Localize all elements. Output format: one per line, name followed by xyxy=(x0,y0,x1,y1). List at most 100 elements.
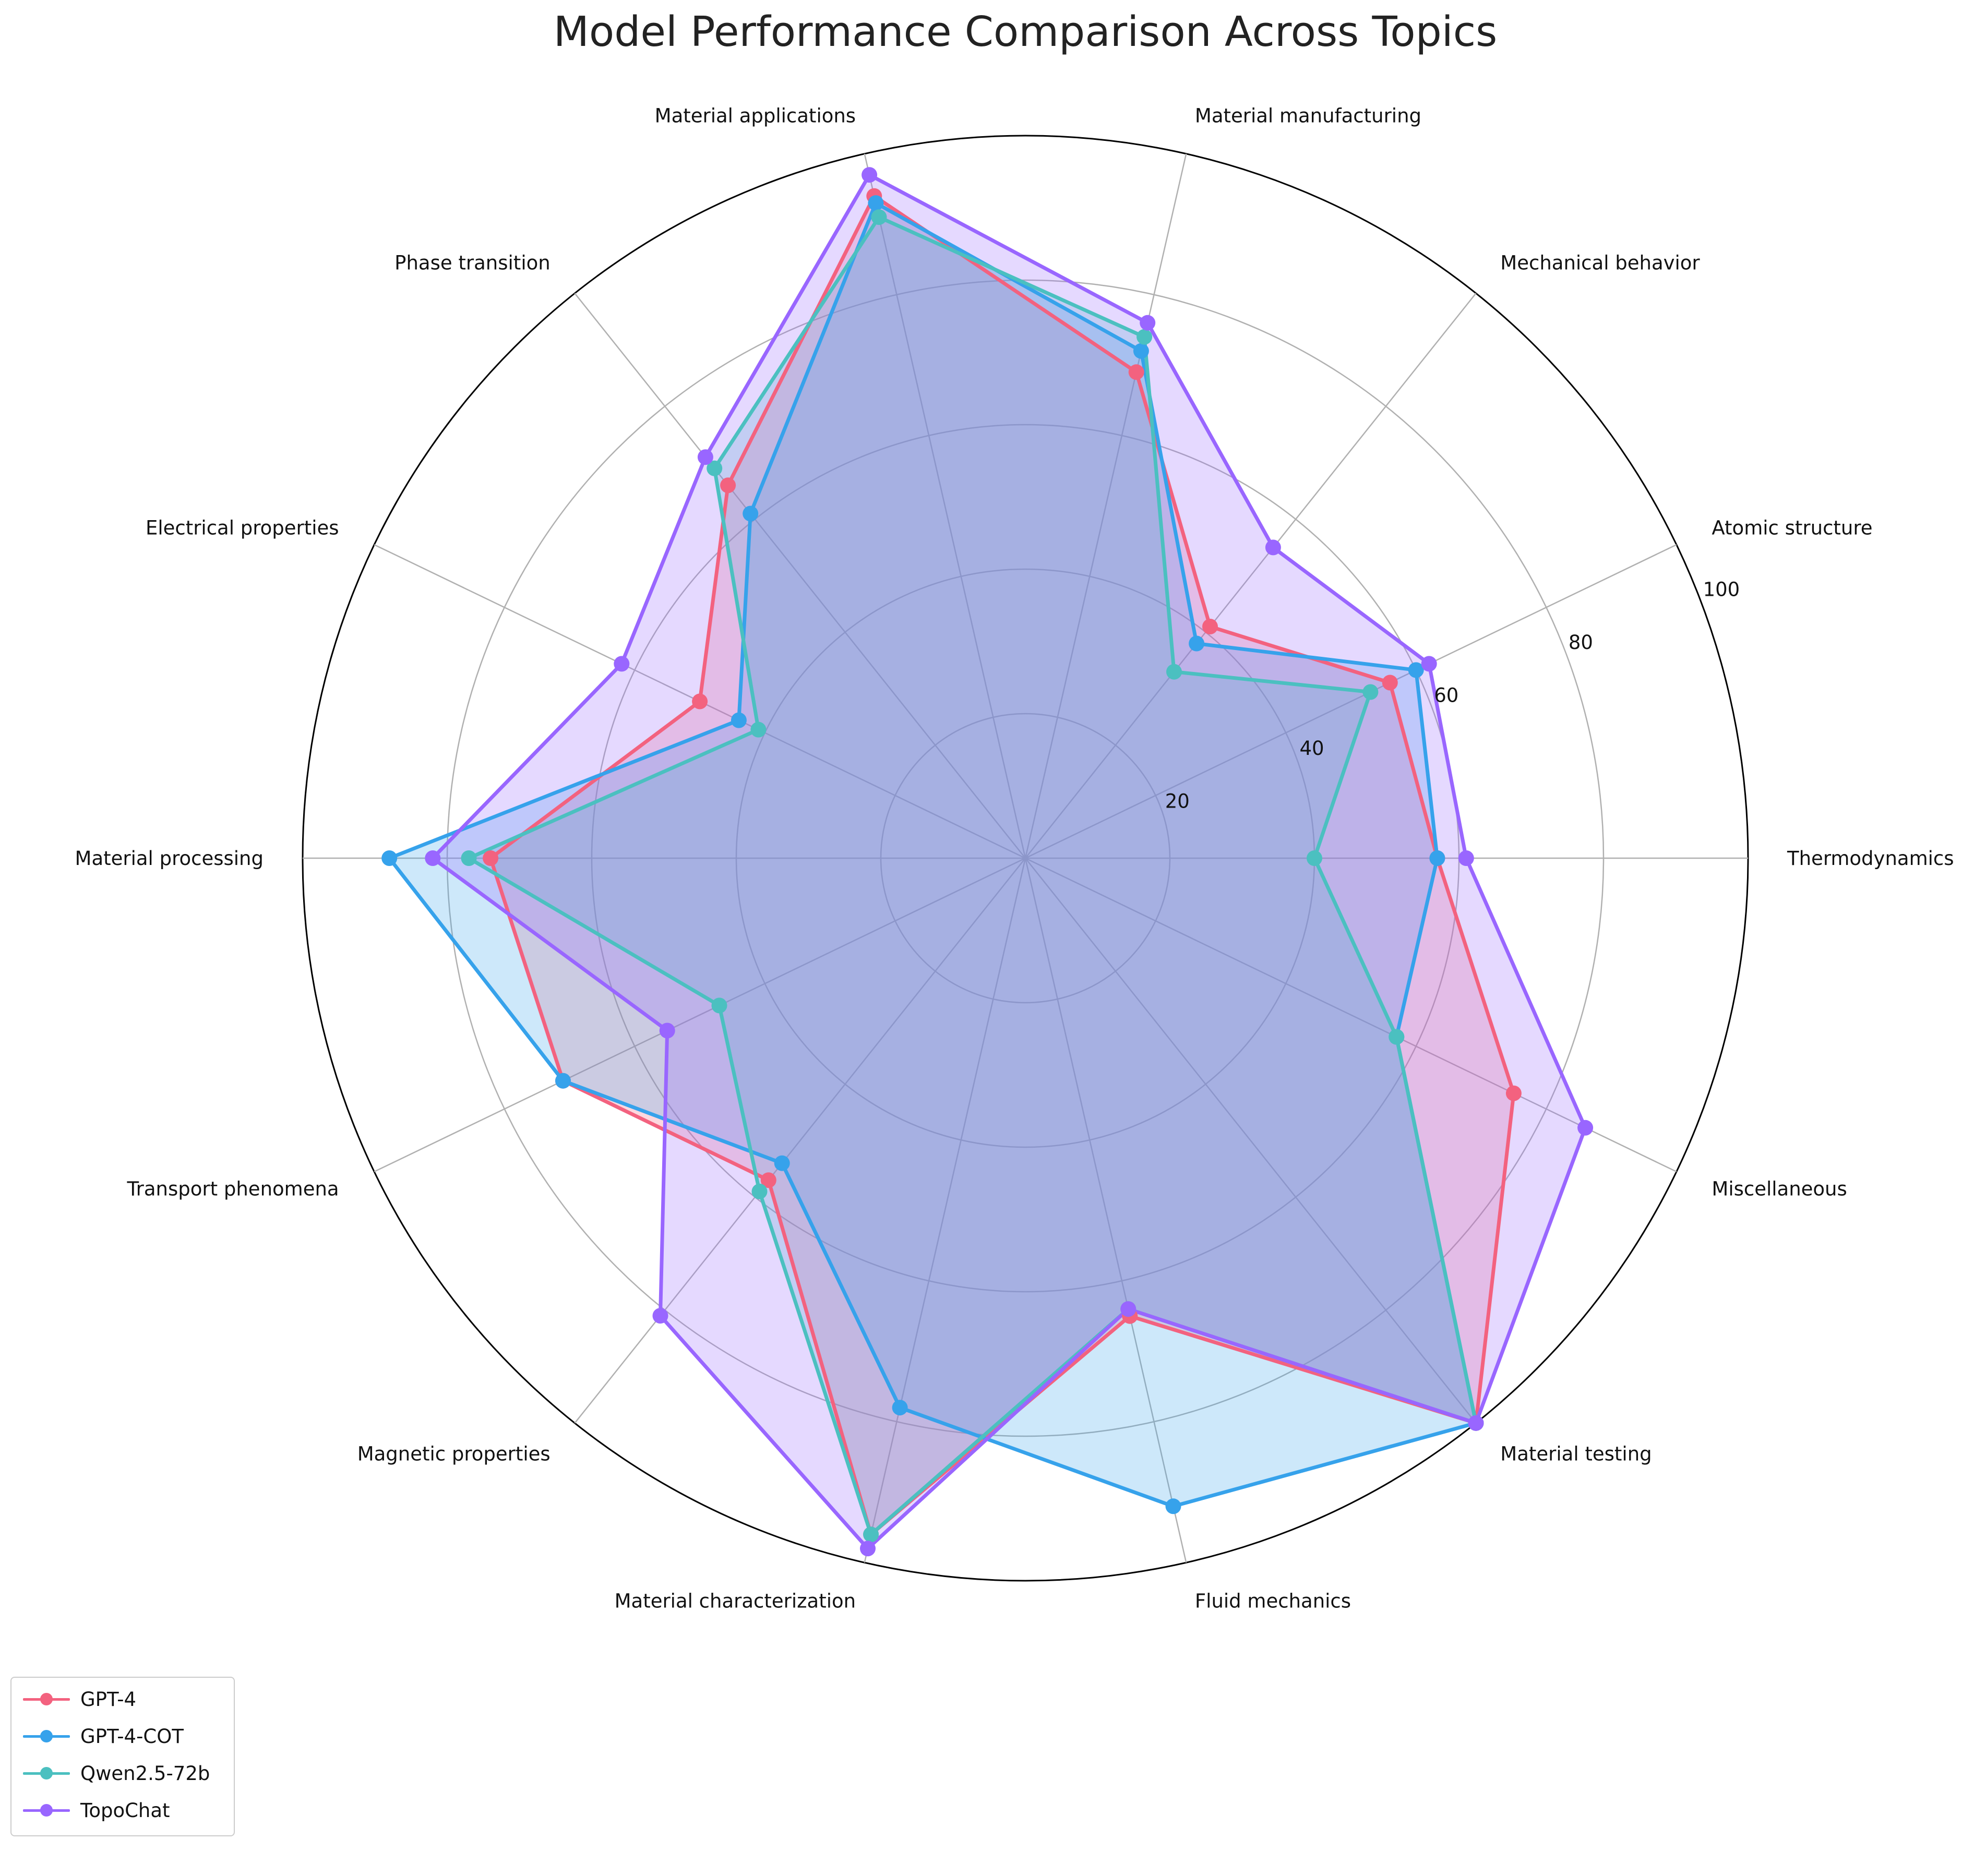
point-qwen2-5-72b-phase-transition xyxy=(707,460,723,476)
point-gpt-4-cot-material-applications xyxy=(868,195,884,211)
point-qwen2-5-72b-atomic-structure xyxy=(1362,684,1379,700)
legend-swatch-topochat xyxy=(23,1800,70,1821)
legend: GPT-4 GPT-4-COT Qwen2.5-72b TopoChat xyxy=(10,1677,235,1836)
point-topochat-fluid-mechanics xyxy=(1120,1301,1136,1317)
series-fill-gpt-4-cot xyxy=(389,203,1476,1507)
axis-label-fluid-mechanics: Fluid mechanics xyxy=(1195,1590,1351,1612)
spoke-material-manufacturing xyxy=(1024,153,1187,859)
point-gpt-4-material-processing xyxy=(483,850,499,866)
r-tick-label-20: 20 xyxy=(1165,790,1190,813)
spoke-material-applications xyxy=(864,153,1026,859)
legend-marker-topochat xyxy=(40,1804,53,1817)
point-topochat-electrical-properties xyxy=(614,656,630,672)
point-gpt-4-cot-phase-transition xyxy=(743,506,759,522)
point-gpt-4-atomic-structure xyxy=(1382,675,1398,691)
point-gpt-4-magnetic-properties xyxy=(760,1172,776,1188)
point-gpt-4-phase-transition xyxy=(720,477,736,494)
radar-grid xyxy=(302,135,1749,1582)
point-qwen2-5-72b-transport-phenomena xyxy=(711,997,727,1014)
point-gpt-4-cot-transport-phenomena xyxy=(555,1073,571,1089)
point-topochat-atomic-structure xyxy=(1421,656,1437,672)
chart-title: Model Performance Comparison Across Topi… xyxy=(554,8,1498,56)
point-gpt-4-cot-magnetic-properties xyxy=(774,1155,790,1171)
axis-label-material-testing: Material testing xyxy=(1500,1443,1652,1465)
spoke-material-characterization xyxy=(864,858,1026,1563)
point-topochat-magnetic-properties xyxy=(652,1308,668,1324)
axis-label-material-applications: Material applications xyxy=(655,105,856,127)
point-gpt-4-cot-fluid-mechanics xyxy=(1165,1498,1181,1514)
axis-label-material-processing: Material processing xyxy=(75,847,264,870)
point-topochat-miscellaneous xyxy=(1577,1120,1594,1136)
series-fills xyxy=(389,175,1586,1549)
legend-item-topochat: TopoChat xyxy=(23,1795,170,1826)
legend-swatch-qwen xyxy=(23,1763,70,1784)
point-qwen2-5-72b-material-characterization xyxy=(863,1526,879,1543)
point-topochat-mechanical-behavior xyxy=(1265,539,1281,556)
point-qwen2-5-72b-electrical-properties xyxy=(750,721,767,738)
point-topochat-transport-phenomena xyxy=(659,1023,675,1039)
point-gpt-4-cot-material-processing xyxy=(381,850,398,866)
point-qwen2-5-72b-miscellaneous xyxy=(1389,1029,1405,1045)
axis-label-magnetic-properties: Magnetic properties xyxy=(357,1443,551,1465)
axis-labels: Thermodynamics Atomic structure Mechanical… xyxy=(75,105,1954,1613)
point-topochat-phase-transition xyxy=(697,449,713,465)
axis-label-transport-phenomena: Transport phenomena xyxy=(126,1178,339,1200)
series-points xyxy=(381,167,1594,1557)
legend-label-topochat: TopoChat xyxy=(80,1799,170,1822)
spoke-transport-phenomena xyxy=(374,857,1026,1173)
point-qwen2-5-72b-mechanical-behavior xyxy=(1166,664,1182,680)
series-fill-gpt-4 xyxy=(490,196,1514,1535)
radial-tick-labels: 20 40 60 80 100 xyxy=(1165,578,1740,812)
spoke-magnetic-properties xyxy=(574,858,1026,1424)
axis-label-miscellaneous: Miscellaneous xyxy=(1712,1178,1847,1200)
r-tick-label-80: 80 xyxy=(1569,631,1593,654)
point-topochat-material-manufacturing xyxy=(1140,315,1156,331)
point-gpt-4-material-manufacturing xyxy=(1128,364,1144,380)
r-tick-label-60: 60 xyxy=(1434,684,1458,706)
legend-marker-qwen xyxy=(40,1767,53,1779)
axis-label-atomic-structure: Atomic structure xyxy=(1712,517,1872,539)
legend-item-gpt-4: GPT-4 xyxy=(23,1683,136,1715)
legend-marker-gpt-4-cot xyxy=(40,1730,53,1742)
point-topochat-material-testing xyxy=(1468,1415,1484,1431)
point-topochat-material-characterization xyxy=(860,1541,876,1557)
point-topochat-material-applications xyxy=(862,167,878,183)
point-gpt-4-cot-mechanical-behavior xyxy=(1189,635,1205,652)
point-gpt-4-cot-electrical-properties xyxy=(731,712,747,728)
point-qwen2-5-72b-thermodynamics xyxy=(1307,850,1322,866)
series-fill-topochat xyxy=(433,175,1586,1549)
point-gpt-4-cot-thermodynamics xyxy=(1429,850,1445,866)
axis-label-electrical-properties: Electrical properties xyxy=(146,517,339,539)
point-gpt-4-cot-material-manufacturing xyxy=(1133,343,1149,359)
series-fill-qwen2-5-72b xyxy=(469,217,1476,1535)
point-topochat-thermodynamics xyxy=(1458,850,1474,866)
r-tick-label-100: 100 xyxy=(1703,578,1740,600)
legend-swatch-gpt-4-cot xyxy=(23,1726,70,1747)
legend-item-gpt-4-cot: GPT-4-COT xyxy=(23,1721,184,1752)
point-qwen2-5-72b-material-manufacturing xyxy=(1136,329,1153,345)
point-gpt-4-cot-material-characterization xyxy=(892,1400,908,1416)
spoke-mechanical-behavior xyxy=(1025,293,1477,859)
point-qwen2-5-72b-material-processing xyxy=(461,850,477,866)
point-qwen2-5-72b-magnetic-properties xyxy=(751,1183,768,1199)
r-tick-label-40: 40 xyxy=(1300,737,1324,760)
spoke-phase-transition xyxy=(574,293,1026,859)
legend-label-gpt-4: GPT-4 xyxy=(80,1688,137,1711)
point-topochat-material-processing xyxy=(425,850,441,866)
point-gpt-4-mechanical-behavior xyxy=(1202,619,1218,634)
point-gpt-4-cot-atomic-structure xyxy=(1408,662,1424,678)
axis-label-material-characterization: Material characterization xyxy=(615,1590,856,1612)
axis-label-material-manufacturing: Material manufacturing xyxy=(1195,105,1421,127)
point-gpt-4-electrical-properties xyxy=(692,693,708,709)
spoke-atomic-structure xyxy=(1025,544,1677,859)
axis-label-mechanical-behavior: Mechanical behavior xyxy=(1500,252,1700,274)
legend-item-qwen: Qwen2.5-72b xyxy=(23,1758,210,1789)
legend-label-qwen: Qwen2.5-72b xyxy=(80,1762,210,1785)
spoke-fluid-mechanics xyxy=(1024,858,1187,1563)
legend-swatch-gpt-4 xyxy=(23,1689,70,1710)
axis-label-thermodynamics: Thermodynamics xyxy=(1787,847,1954,870)
spoke-material-testing xyxy=(1025,858,1477,1424)
axis-label-phase-transition: Phase transition xyxy=(394,252,551,274)
